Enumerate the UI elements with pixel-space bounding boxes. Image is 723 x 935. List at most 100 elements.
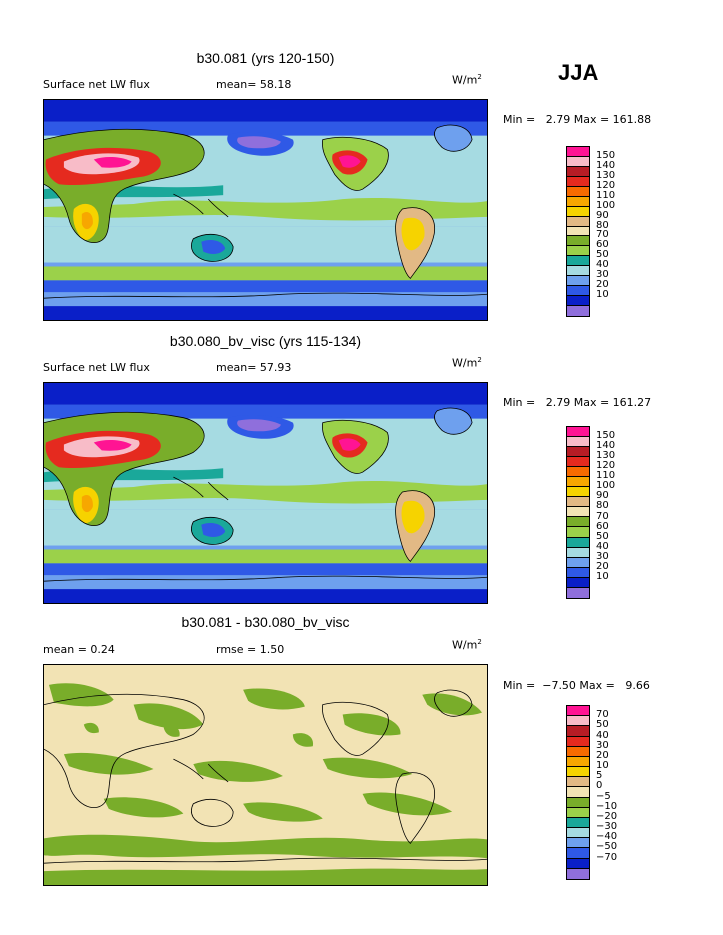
colorbar-swatch	[567, 828, 589, 839]
panel-1-minmax: Min = 2.79 Max = 161.88	[503, 113, 652, 126]
colorbar-swatch	[567, 547, 589, 558]
panel-2-minmax: Min = 2.79 Max = 161.27	[503, 396, 652, 409]
colorbar-tick-label: 10	[596, 570, 609, 582]
colorbar-swatch	[567, 557, 589, 568]
panel-1-units: W/m2	[452, 73, 482, 87]
colorbar-swatch	[567, 537, 589, 548]
colorbar-tick-label: 40	[596, 540, 609, 552]
colorbar-swatch	[567, 527, 589, 538]
colorbar-swatch	[567, 246, 589, 257]
panel-2-field-label: Surface net LW flux	[43, 361, 150, 374]
colorbar-tick-label: 130	[596, 450, 616, 462]
panel-2-map-plot	[44, 383, 487, 603]
colorbar-swatch	[567, 226, 589, 237]
colorbar-tick-label: −70	[596, 851, 618, 863]
colorbar-tick-label: 0	[596, 780, 603, 792]
colorbar-swatch	[567, 577, 589, 588]
colorbar-tick-label: 70	[596, 510, 609, 522]
panel-2-colorbar	[566, 426, 590, 599]
colorbar-tick-label: 120	[596, 179, 616, 191]
colorbar-tick-label: −5	[596, 790, 611, 802]
colorbar-swatch	[567, 706, 589, 717]
colorbar-swatch	[567, 487, 589, 498]
colorbar-tick-label: 110	[596, 189, 616, 201]
panel-1-colorbar	[566, 146, 590, 317]
panel-1-map	[43, 99, 488, 321]
colorbar-swatch	[567, 166, 589, 177]
panel-1-field-label: Surface net LW flux	[43, 78, 150, 91]
colorbar-tick-label: 50	[596, 249, 609, 261]
colorbar-swatch	[567, 296, 589, 306]
colorbar-swatch	[567, 587, 589, 598]
colorbar-swatch	[567, 567, 589, 578]
colorbar-tick-label: 150	[596, 430, 616, 442]
colorbar-swatch	[567, 477, 589, 488]
colorbar-tick-label: 30	[596, 269, 609, 281]
colorbar-tick-label: 40	[596, 259, 609, 271]
colorbar-tick-label: 60	[596, 520, 609, 532]
colorbar-swatch	[567, 817, 589, 829]
colorbar-tick-label: 100	[596, 480, 616, 492]
panel-2-title: b30.080_bv_visc (yrs 115-134)	[169, 333, 362, 349]
colorbar-tick-label: 5	[596, 770, 603, 782]
colorbar-swatch	[567, 156, 589, 167]
colorbar-tick-label: 120	[596, 460, 616, 472]
colorbar-swatch	[567, 497, 589, 508]
colorbar-swatch	[567, 236, 589, 247]
panel-3-mean: mean = 0.24	[43, 643, 115, 656]
colorbar-swatch	[567, 306, 589, 316]
colorbar-tick-label: −10	[596, 800, 618, 812]
colorbar-swatch	[567, 517, 589, 528]
colorbar-tick-label: −20	[596, 810, 618, 822]
colorbar-tick-label: 80	[596, 219, 609, 231]
colorbar-swatch	[567, 726, 589, 737]
colorbar-swatch	[567, 286, 589, 297]
colorbar-swatch	[567, 507, 589, 518]
colorbar-swatch	[567, 868, 589, 879]
colorbar-swatch	[567, 457, 589, 468]
colorbar-tick-label: 140	[596, 440, 616, 452]
panel-3-map	[43, 664, 488, 886]
colorbar-tick-label: 70	[596, 229, 609, 241]
panel-1-mean: mean= 58.18	[216, 78, 292, 91]
colorbar-swatch	[567, 838, 589, 849]
panel-1-title: b30.081 (yrs 120-150)	[196, 50, 335, 66]
colorbar-tick-label: 50	[596, 530, 609, 542]
panel-3-rmse: rmse = 1.50	[216, 643, 285, 656]
colorbar-swatch	[567, 176, 589, 187]
panel-2-units: W/m2	[452, 356, 482, 370]
colorbar-swatch	[567, 186, 589, 197]
colorbar-tick-label: 80	[596, 500, 609, 512]
colorbar-tick-label: 90	[596, 490, 609, 502]
colorbar-tick-label: 20	[596, 560, 609, 572]
colorbar-tick-label: −30	[596, 821, 618, 833]
season-label: JJA	[558, 60, 599, 85]
colorbar-tick-label: 90	[596, 209, 609, 221]
colorbar-swatch	[567, 746, 589, 757]
colorbar-tick-label: 130	[596, 169, 616, 181]
colorbar-tick-label: 70	[596, 709, 609, 721]
panel-3-map-plot	[44, 665, 487, 885]
colorbar-swatch	[567, 437, 589, 448]
colorbar-tick-label: 150	[596, 149, 616, 161]
colorbar-swatch	[567, 767, 589, 778]
colorbar-swatch	[567, 447, 589, 458]
colorbar-swatch	[567, 797, 589, 808]
panel-1-map-plot	[44, 100, 487, 320]
panel-2-map	[43, 382, 488, 604]
colorbar-tick-label: −50	[596, 841, 618, 853]
colorbar-tick-label: 110	[596, 470, 616, 482]
colorbar-swatch	[567, 777, 589, 788]
colorbar-tick-label: 140	[596, 159, 616, 171]
colorbar-tick-label: 50	[596, 719, 609, 731]
colorbar-swatch	[567, 848, 589, 859]
colorbar-tick-label: 20	[596, 279, 609, 291]
colorbar-swatch	[567, 756, 589, 768]
panel-3-colorbar	[566, 705, 590, 880]
colorbar-tick-label: 100	[596, 199, 616, 211]
colorbar-swatch	[567, 736, 589, 747]
colorbar-swatch	[567, 196, 589, 207]
panel-3-minmax: Min = −7.50 Max = 9.66	[503, 679, 650, 692]
colorbar-tick-label: −40	[596, 831, 618, 843]
